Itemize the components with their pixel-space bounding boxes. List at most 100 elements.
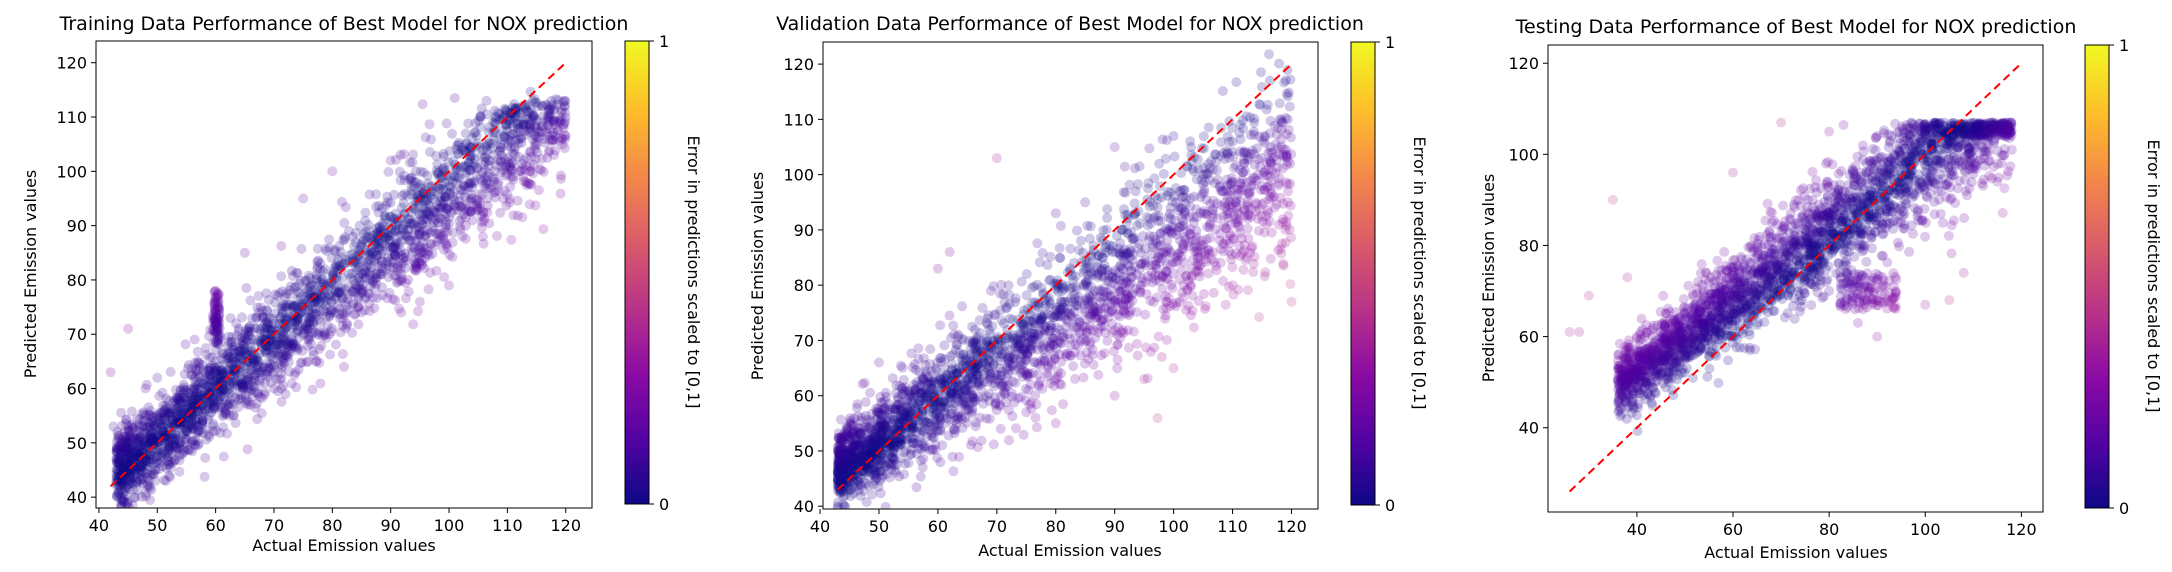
data-point	[866, 446, 877, 457]
data-point	[1167, 196, 1178, 207]
data-point	[1265, 253, 1276, 264]
data-point	[948, 424, 959, 435]
data-point	[1100, 264, 1111, 275]
data-point	[875, 455, 885, 466]
data-point	[153, 430, 164, 441]
data-point	[415, 228, 426, 239]
data-point	[433, 167, 444, 178]
data-point	[148, 428, 159, 439]
data-point	[187, 435, 198, 446]
data-point	[232, 381, 243, 392]
data-point	[971, 417, 982, 428]
data-point	[259, 389, 270, 400]
data-point	[983, 341, 994, 352]
data-point	[1144, 231, 1155, 241]
data-point	[364, 254, 375, 265]
data-point	[112, 444, 123, 455]
data-point	[190, 390, 201, 401]
data-point	[869, 470, 880, 481]
data-point	[114, 457, 125, 468]
data-point	[121, 475, 132, 486]
data-point	[842, 445, 853, 456]
data-point	[1263, 147, 1274, 158]
data-point	[250, 402, 261, 413]
data-point	[420, 231, 430, 242]
data-point	[337, 313, 348, 323]
data-point	[296, 275, 306, 286]
data-point	[857, 450, 868, 461]
data-point	[497, 125, 508, 136]
data-point	[453, 140, 464, 150]
data-point	[1004, 435, 1014, 446]
data-point	[213, 382, 224, 393]
data-point	[423, 178, 434, 189]
data-point	[1082, 293, 1093, 304]
data-point	[359, 293, 370, 304]
data-point	[1258, 170, 1269, 181]
data-point	[339, 232, 350, 243]
data-point	[875, 408, 886, 418]
data-point	[861, 497, 872, 507]
data-point	[542, 152, 553, 163]
data-point	[436, 213, 447, 224]
data-point	[209, 402, 220, 413]
data-point	[1014, 341, 1025, 352]
data-point	[137, 465, 148, 476]
data-point	[311, 270, 322, 281]
data-point	[366, 262, 377, 273]
data-point	[1207, 247, 1218, 258]
data-point	[1140, 309, 1151, 320]
data-point	[983, 388, 994, 399]
data-point	[871, 438, 882, 449]
data-point	[238, 381, 249, 392]
data-point	[213, 388, 224, 399]
data-point	[464, 179, 475, 190]
data-point	[119, 470, 130, 481]
data-point	[857, 436, 868, 447]
data-point	[1024, 399, 1035, 410]
data-point	[517, 119, 527, 130]
data-point	[141, 456, 152, 467]
data-point	[372, 293, 382, 303]
data-point	[183, 413, 194, 423]
data-point	[202, 365, 212, 376]
data-point	[1132, 338, 1142, 349]
data-point	[512, 119, 523, 130]
data-point	[482, 193, 493, 204]
data-point	[894, 417, 904, 428]
data-point	[482, 200, 493, 211]
data-point	[1273, 219, 1284, 230]
data-point	[258, 362, 269, 373]
data-point	[496, 156, 507, 167]
data-point	[891, 428, 901, 439]
data-point	[999, 341, 1010, 352]
data-point	[1155, 228, 1166, 239]
data-point	[957, 423, 968, 433]
data-point	[383, 231, 394, 242]
data-point	[364, 232, 375, 243]
data-point	[967, 339, 978, 350]
data-point	[866, 434, 877, 445]
data-point	[1153, 253, 1164, 264]
data-point	[240, 329, 251, 340]
data-point	[1280, 113, 1291, 123]
data-point	[381, 264, 392, 275]
data-point	[212, 324, 223, 335]
data-point	[290, 342, 301, 353]
data-point	[1203, 245, 1214, 256]
data-point	[530, 144, 541, 155]
data-point	[263, 362, 274, 373]
data-point	[1156, 253, 1167, 264]
data-point	[237, 379, 248, 389]
data-point	[1243, 210, 1254, 221]
data-point	[473, 115, 484, 126]
data-point	[116, 436, 127, 447]
data-point	[363, 219, 374, 230]
data-point	[849, 425, 860, 436]
data-point	[876, 428, 887, 439]
data-point	[334, 304, 345, 314]
data-point	[1239, 147, 1250, 158]
data-point	[1228, 184, 1239, 195]
data-point	[319, 329, 330, 340]
data-point	[1160, 290, 1171, 301]
